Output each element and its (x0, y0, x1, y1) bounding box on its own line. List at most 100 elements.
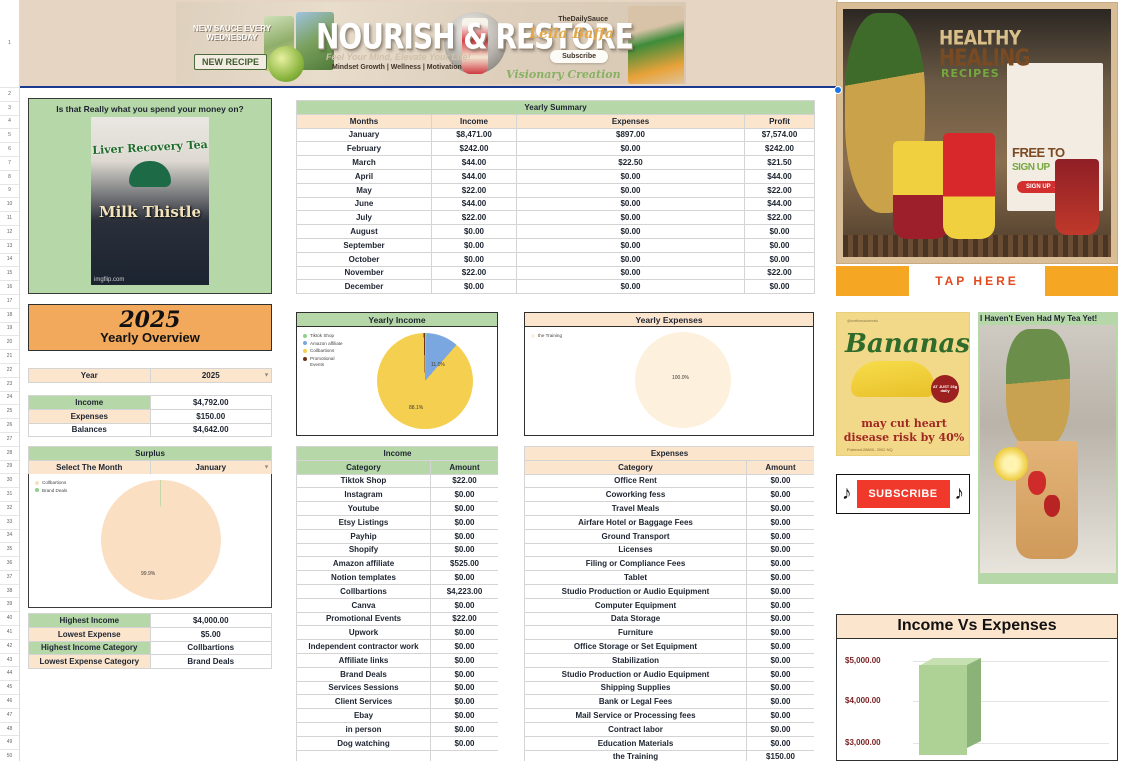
row-header[interactable]: 49 (0, 736, 19, 751)
meme-photo: Liver Recovery Tea Milk Thistle imgflip.… (91, 117, 209, 285)
tap-here-button[interactable]: TAP HERE (836, 266, 1118, 296)
row-header[interactable]: 19 (0, 323, 19, 337)
row-header[interactable]: 46 (0, 695, 19, 709)
table-row: Balances $4,642.00 (28, 422, 272, 438)
meme-image-panel[interactable]: Is that Really what you spend your money… (28, 98, 272, 294)
table-row: Notion templates $0.00 (296, 570, 498, 585)
row-header[interactable]: 42 (0, 640, 19, 654)
table-cell: $0.00 (516, 265, 745, 281)
table-row: Furniture $0.00 (524, 625, 814, 641)
table-row[interactable]: Select The Month January (28, 459, 272, 475)
row-header[interactable]: 28 (0, 447, 19, 461)
ad2-badge: AT JUST 26g daily (931, 375, 959, 403)
row-header[interactable]: 5 (0, 129, 19, 144)
row-header[interactable]: 31 (0, 488, 19, 502)
table-cell: $0.00 (745, 556, 814, 572)
sign-up-button[interactable]: SIGN UP → (1017, 181, 1068, 193)
row-header[interactable]: 20 (0, 336, 19, 351)
tea-meme-panel[interactable]: I Haven't Even Had My Tea Yet! imgflip.c… (978, 312, 1118, 584)
row-header[interactable]: 30 (0, 474, 19, 489)
banner-subscribe-button[interactable]: Subscribe (550, 50, 608, 63)
row-header[interactable]: 3 (0, 102, 19, 116)
row-header[interactable]: 41 (0, 626, 19, 640)
row-header[interactable]: 8 (0, 171, 19, 185)
table-row: Filing or Compliance Fees $0.00 (524, 556, 814, 572)
yearly-income-pie-chart[interactable]: Yearly Income Tiktok Shop Amazon affiliat… (296, 312, 498, 436)
row-header[interactable]: 18 (0, 309, 19, 323)
row-header[interactable]: 44 (0, 667, 19, 682)
row-header[interactable]: 34 (0, 530, 19, 544)
row-header[interactable]: 4 (0, 116, 19, 130)
banana-graphic (851, 361, 935, 397)
select-month-dropdown[interactable]: January (149, 459, 272, 475)
row-header[interactable]: 36 (0, 557, 19, 571)
row-header[interactable]: 27 (0, 433, 19, 447)
row-header[interactable]: 9 (0, 185, 19, 199)
row-header[interactable]: 6 (0, 143, 19, 157)
year-selector-table[interactable]: Year 2025 (28, 368, 272, 383)
row-header[interactable]: 33 (0, 516, 19, 530)
row-header[interactable]: 47 (0, 709, 19, 723)
row-header[interactable]: 43 (0, 654, 19, 668)
gridline (913, 661, 1109, 662)
table-cell: $0.00 (745, 501, 814, 516)
strawberry-graphic (1044, 495, 1060, 517)
surplus-selector-table[interactable]: Surplus Select The Month January (28, 446, 272, 475)
table-cell: $0.00 (429, 708, 498, 723)
table-cell: in person (296, 721, 431, 737)
selection-handle[interactable] (834, 86, 842, 94)
row-header[interactable]: 25 (0, 405, 19, 420)
row-header[interactable]: 26 (0, 419, 19, 433)
row-header[interactable]: 45 (0, 681, 19, 696)
row-header[interactable]: 24 (0, 392, 19, 406)
table-cell: $0.00 (743, 279, 816, 295)
row-header[interactable]: 14 (0, 254, 19, 268)
subscribe-label[interactable]: SUBSCRIBE (856, 480, 950, 508)
healthy-healing-recipes-ad[interactable]: FREE TO SIGN UP SIGN UP → HEALTHY HEALIN… (836, 2, 1118, 264)
row-header[interactable]: 29 (0, 461, 19, 475)
row-header[interactable]: 40 (0, 612, 19, 627)
row-header[interactable]: 32 (0, 502, 19, 516)
row-header[interactable]: 23 (0, 378, 19, 392)
table-cell: $0.00 (429, 514, 498, 530)
yearly-expenses-pie-chart[interactable]: Yearly Expenses the Training 100.0% (524, 312, 814, 436)
row-header[interactable]: 1 (0, 0, 19, 88)
table-row[interactable]: Year 2025 (28, 368, 272, 383)
row-header[interactable]: 7 (0, 157, 19, 171)
y-axis-tick: $4,000.00 (845, 696, 881, 705)
row-header[interactable]: 12 (0, 226, 19, 240)
row-header[interactable]: 39 (0, 598, 19, 613)
bananas-ad[interactable]: @onefinesauceeats Bananas AT JUST 26g da… (836, 312, 970, 456)
row-header[interactable]: 17 (0, 295, 19, 309)
row-header[interactable]: 16 (0, 281, 19, 295)
row-number-gutter[interactable]: 1 2 3 4 5 6 7 8 9 10 11 12 13 14 15 16 17 18 19 20 21 22 23 24 2… (0, 0, 20, 761)
row-header[interactable]: 50 (0, 750, 19, 761)
row-header[interactable]: 48 (0, 723, 19, 737)
row-header[interactable]: 35 (0, 543, 19, 558)
row-header[interactable]: 38 (0, 585, 19, 599)
table-row: Office Storage or Set Equipment $0.00 (524, 639, 814, 654)
table-cell: $4,642.00 (149, 422, 272, 438)
row-header[interactable]: 37 (0, 571, 19, 585)
row-header[interactable]: 15 (0, 267, 19, 282)
year-dropdown[interactable]: 2025 (149, 368, 272, 383)
legend-swatch (303, 356, 307, 361)
surplus-pie-chart[interactable]: Collbartions Brand Deals 99.9% (28, 474, 272, 608)
income-vs-expenses-chart[interactable]: Income Vs Expenses $5,000.00 $4,000.00 $… (836, 614, 1118, 761)
surplus-pie-label: 99.9% (141, 571, 156, 577)
banner-image[interactable]: NEW SAUCE EVERY WEDNESDAY NEW RECIPE NOU… (20, 0, 838, 88)
table-cell: $0.00 (516, 182, 745, 198)
table-cell: $0.00 (429, 680, 498, 696)
row-header[interactable]: 21 (0, 350, 19, 364)
banner-brand-name: TheDailySauce (558, 16, 608, 23)
row-header[interactable]: 10 (0, 198, 19, 213)
table-cell: $44.00 (431, 196, 517, 212)
row-header[interactable]: 22 (0, 364, 19, 378)
tiktok-subscribe-banner[interactable]: ♪ SUBSCRIBE ♪ (836, 474, 970, 514)
meme-mid-text: Milk Thistle (99, 203, 201, 221)
year-heading-label: Yearly Overview (100, 330, 200, 346)
row-header[interactable]: 13 (0, 240, 19, 254)
row-header[interactable]: 11 (0, 212, 19, 226)
row-header[interactable]: 2 (0, 88, 19, 102)
